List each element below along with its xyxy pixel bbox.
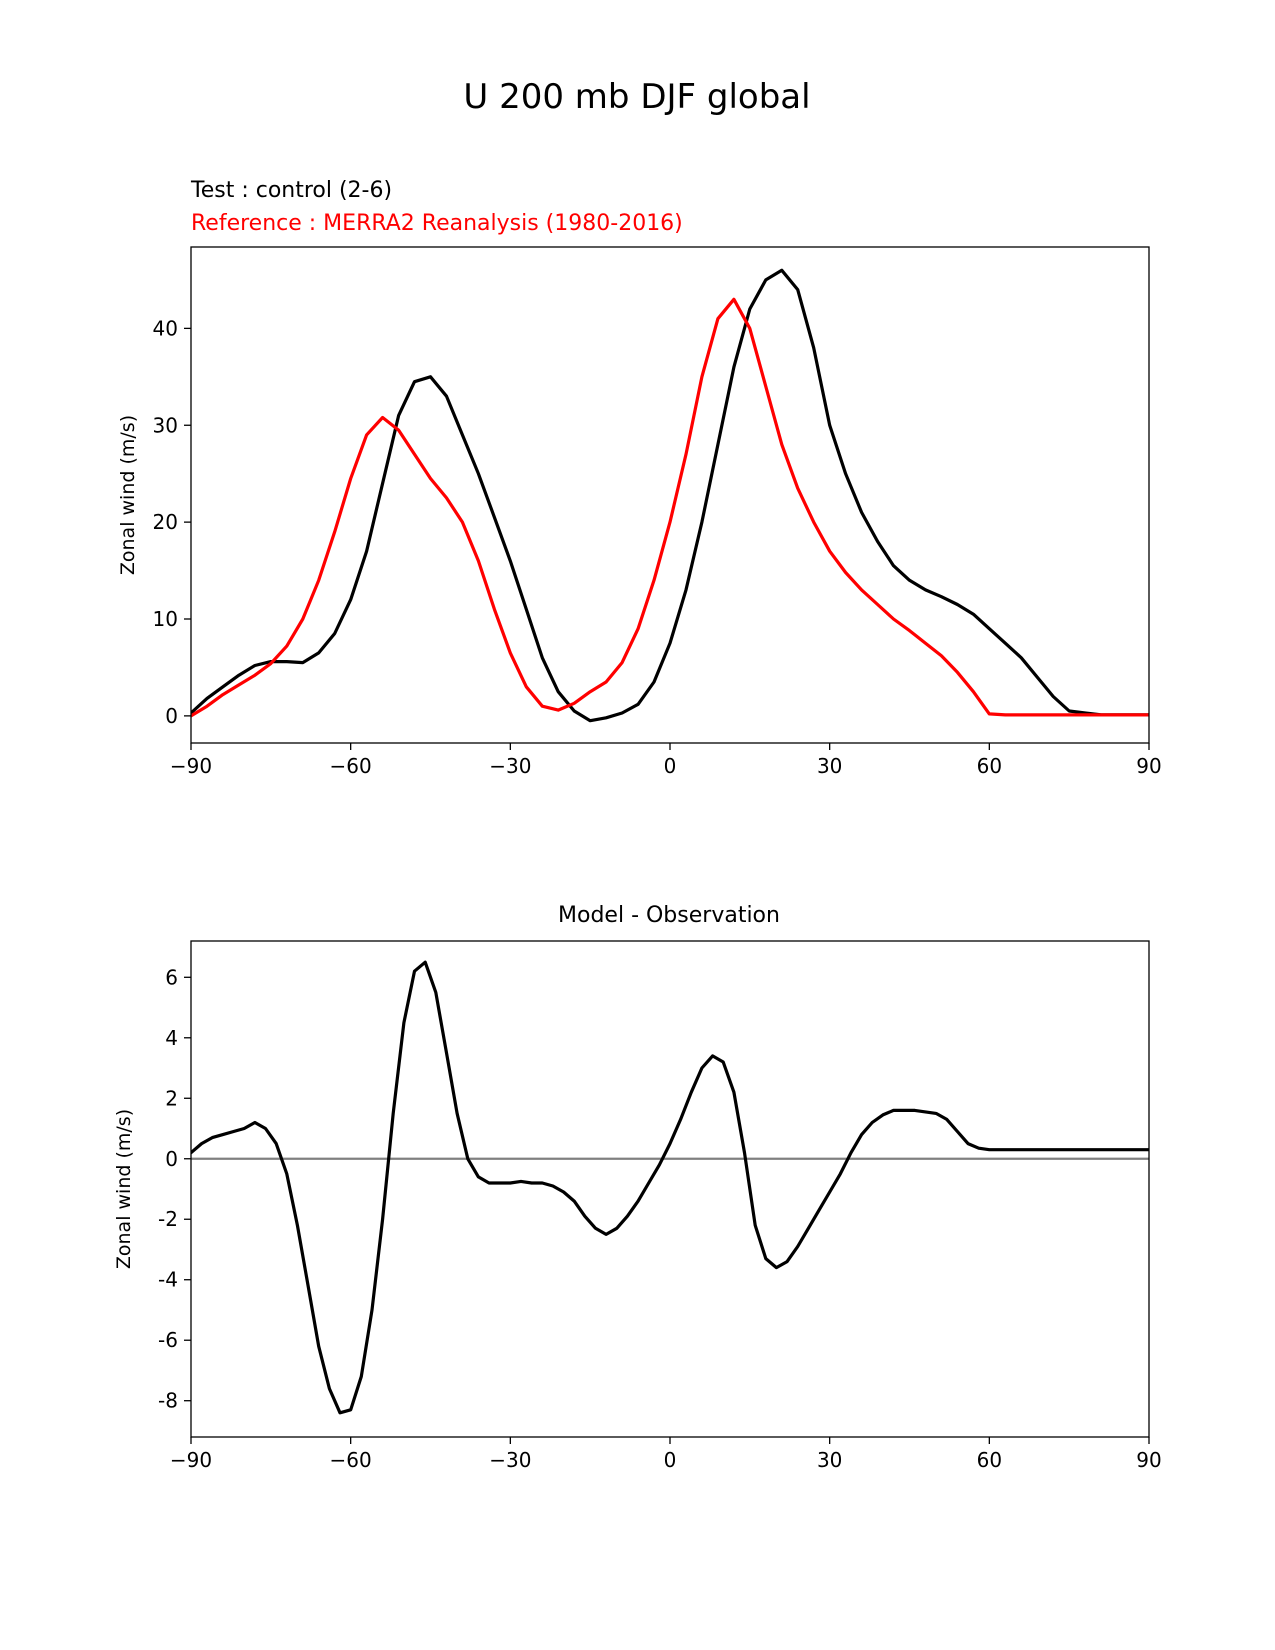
y-tick-label: 2 bbox=[165, 1086, 178, 1110]
x-tick-label: −90 bbox=[170, 1448, 212, 1472]
x-tick-label: 90 bbox=[1136, 754, 1161, 778]
x-tick-label: 0 bbox=[664, 1448, 677, 1472]
y-tick-label: -8 bbox=[158, 1389, 178, 1413]
figure-suptitle: U 200 mb DJF global bbox=[463, 77, 810, 117]
series-line-reference-1 bbox=[191, 297, 1149, 718]
y-tick-label: 0 bbox=[165, 704, 178, 728]
axes-frame bbox=[190, 246, 1150, 744]
y-axis-label: Zonal wind (m/s) bbox=[117, 415, 139, 575]
x-tick-label: −60 bbox=[330, 754, 372, 778]
x-tick-label: 0 bbox=[664, 754, 677, 778]
x-tick-label: 60 bbox=[977, 754, 1002, 778]
y-axis-label: Zonal wind (m/s) bbox=[113, 1109, 135, 1269]
y-tick-label: -2 bbox=[158, 1207, 178, 1231]
x-tick-label: 90 bbox=[1136, 1448, 1161, 1472]
reference-label: Reference : MERRA2 Reanalysis (1980-2016… bbox=[191, 211, 683, 236]
x-tick-label: −90 bbox=[170, 754, 212, 778]
y-tick-label: 20 bbox=[153, 510, 178, 534]
series-line-test-0 bbox=[191, 268, 1149, 723]
bottom-panel: Model - Observation −90 −60 −30 0 30 60 90 6 4 2 0… bbox=[113, 903, 1162, 1472]
bottom-plot-area: −90 −60 −30 0 30 60 90 6 4 2 0 -2 -4 -6 -8 Zonal wind (… bbox=[113, 940, 1162, 1472]
y-tick-label: -4 bbox=[158, 1268, 178, 1292]
difference-plot-title: Model - Observation bbox=[558, 903, 780, 928]
top-panel: Test : control (2-6) Reference : MERRA2 … bbox=[117, 178, 1162, 778]
top-plot-area: −90 −60 −30 0 30 60 90 0 10 20 30 40 Zonal wind (m/s… bbox=[117, 246, 1162, 778]
series-line-test-0 bbox=[191, 960, 1149, 1415]
y-tick-label: 10 bbox=[153, 607, 178, 631]
y-tick-label: 40 bbox=[153, 316, 178, 340]
y-tick-label: 4 bbox=[165, 1026, 178, 1050]
x-tick-label: −30 bbox=[489, 1448, 531, 1472]
y-tick-label: 0 bbox=[165, 1147, 178, 1171]
axes-frame bbox=[190, 940, 1150, 1438]
test-label: Test : control (2-6) bbox=[190, 178, 392, 203]
x-tick-label: 60 bbox=[977, 1448, 1002, 1472]
y-tick-label: -6 bbox=[158, 1328, 178, 1352]
x-tick-label: 30 bbox=[817, 754, 842, 778]
x-tick-label: −60 bbox=[330, 1448, 372, 1472]
x-tick-label: 30 bbox=[817, 1448, 842, 1472]
x-tick-label: −30 bbox=[489, 754, 531, 778]
y-tick-label: 6 bbox=[165, 965, 178, 989]
y-tick-label: 30 bbox=[153, 413, 178, 437]
